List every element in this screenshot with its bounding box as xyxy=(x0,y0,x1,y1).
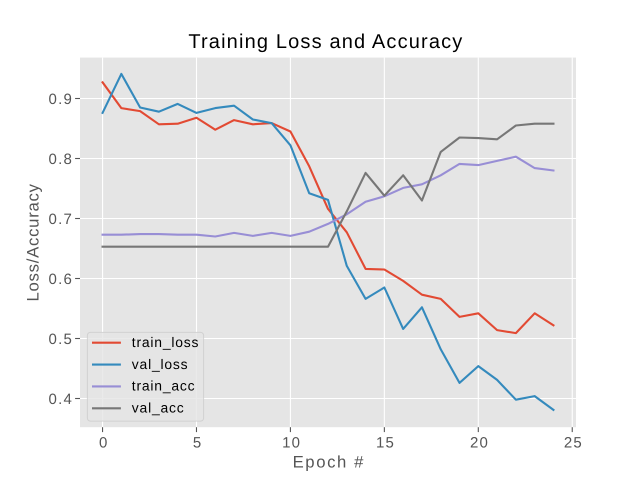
svg-text:15: 15 xyxy=(376,435,395,452)
svg-text:0: 0 xyxy=(99,435,109,452)
svg-text:0.8: 0.8 xyxy=(49,151,73,168)
svg-text:0.7: 0.7 xyxy=(49,211,73,228)
svg-text:Epoch #: Epoch # xyxy=(293,453,365,472)
svg-text:val_acc: val_acc xyxy=(132,400,185,416)
svg-text:0.5: 0.5 xyxy=(49,331,73,348)
svg-text:5: 5 xyxy=(193,435,203,452)
svg-text:Training Loss and Accuracy: Training Loss and Accuracy xyxy=(188,31,463,53)
svg-text:0.4: 0.4 xyxy=(49,391,73,408)
svg-text:Loss/Accuracy: Loss/Accuracy xyxy=(23,183,42,301)
svg-text:10: 10 xyxy=(282,435,301,452)
svg-text:0.6: 0.6 xyxy=(49,271,73,288)
svg-text:20: 20 xyxy=(470,435,489,452)
svg-text:25: 25 xyxy=(564,435,583,452)
svg-text:train_loss: train_loss xyxy=(132,334,199,350)
svg-text:0.9: 0.9 xyxy=(49,91,73,108)
svg-text:train_acc: train_acc xyxy=(132,378,196,394)
svg-text:val_loss: val_loss xyxy=(132,356,189,372)
